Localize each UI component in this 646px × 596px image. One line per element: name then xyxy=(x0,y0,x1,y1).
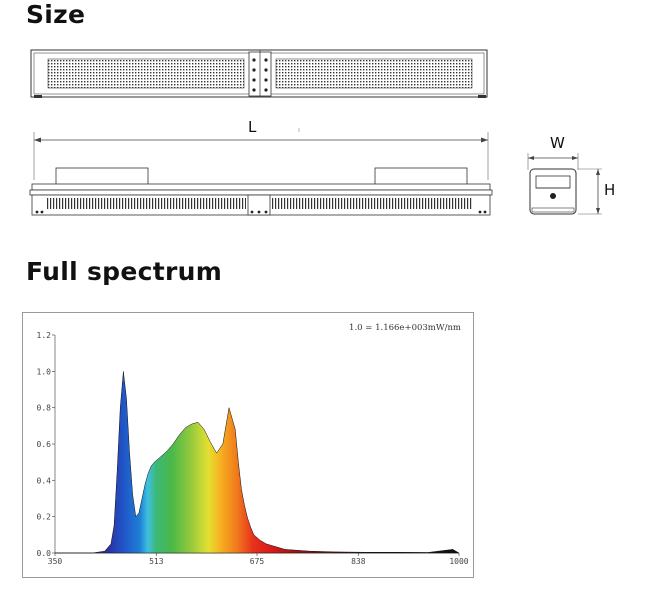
y-tick-label: 0.6 xyxy=(37,440,52,449)
width-dimension-label: W xyxy=(550,134,565,152)
spectrum-area xyxy=(55,371,460,554)
fixture-front-view-drawing xyxy=(29,128,493,216)
x-tick-label: 513 xyxy=(149,557,164,566)
y-tick-label: 1.0 xyxy=(37,367,52,376)
y-axis-ticks: 0.0 0.2 0.4 0.6 0.8 1.0 1.2 xyxy=(37,331,55,558)
spectrum-scale-annotation: 1.0 = 1.166e+003mW/nm xyxy=(349,323,461,333)
spectrum-section-title: Full spectrum xyxy=(26,257,223,286)
fixture-side-view-drawing xyxy=(527,153,602,215)
y-tick-label: 1.2 xyxy=(37,331,52,340)
y-tick-label: 0.0 xyxy=(37,549,52,558)
x-tick-label: 675 xyxy=(250,557,265,566)
x-tick-label: 838 xyxy=(351,557,366,566)
x-tick-label: 350 xyxy=(48,557,63,566)
length-dimension-label: L xyxy=(248,118,257,136)
size-section-title: Size xyxy=(26,0,86,29)
x-axis-ticks: 350 513 675 838 1000 xyxy=(48,553,469,566)
fixture-top-view-drawing xyxy=(30,49,488,98)
y-tick-label: 0.8 xyxy=(37,404,52,413)
y-tick-label: 0.2 xyxy=(37,513,52,522)
spectrum-chart-svg: 1.0 = 1.166e+003mW/nm 0.0 0.2 0.4 0.6 0.8 1.0… xyxy=(37,323,469,566)
spectrum-chart: 1.0 = 1.166e+003mW/nm 0.0 0.2 0.4 0.6 0.8 1.0… xyxy=(22,312,474,578)
x-tick-label: 1000 xyxy=(449,557,468,566)
height-dimension-label: H xyxy=(604,181,616,199)
y-tick-label: 0.4 xyxy=(37,476,52,485)
